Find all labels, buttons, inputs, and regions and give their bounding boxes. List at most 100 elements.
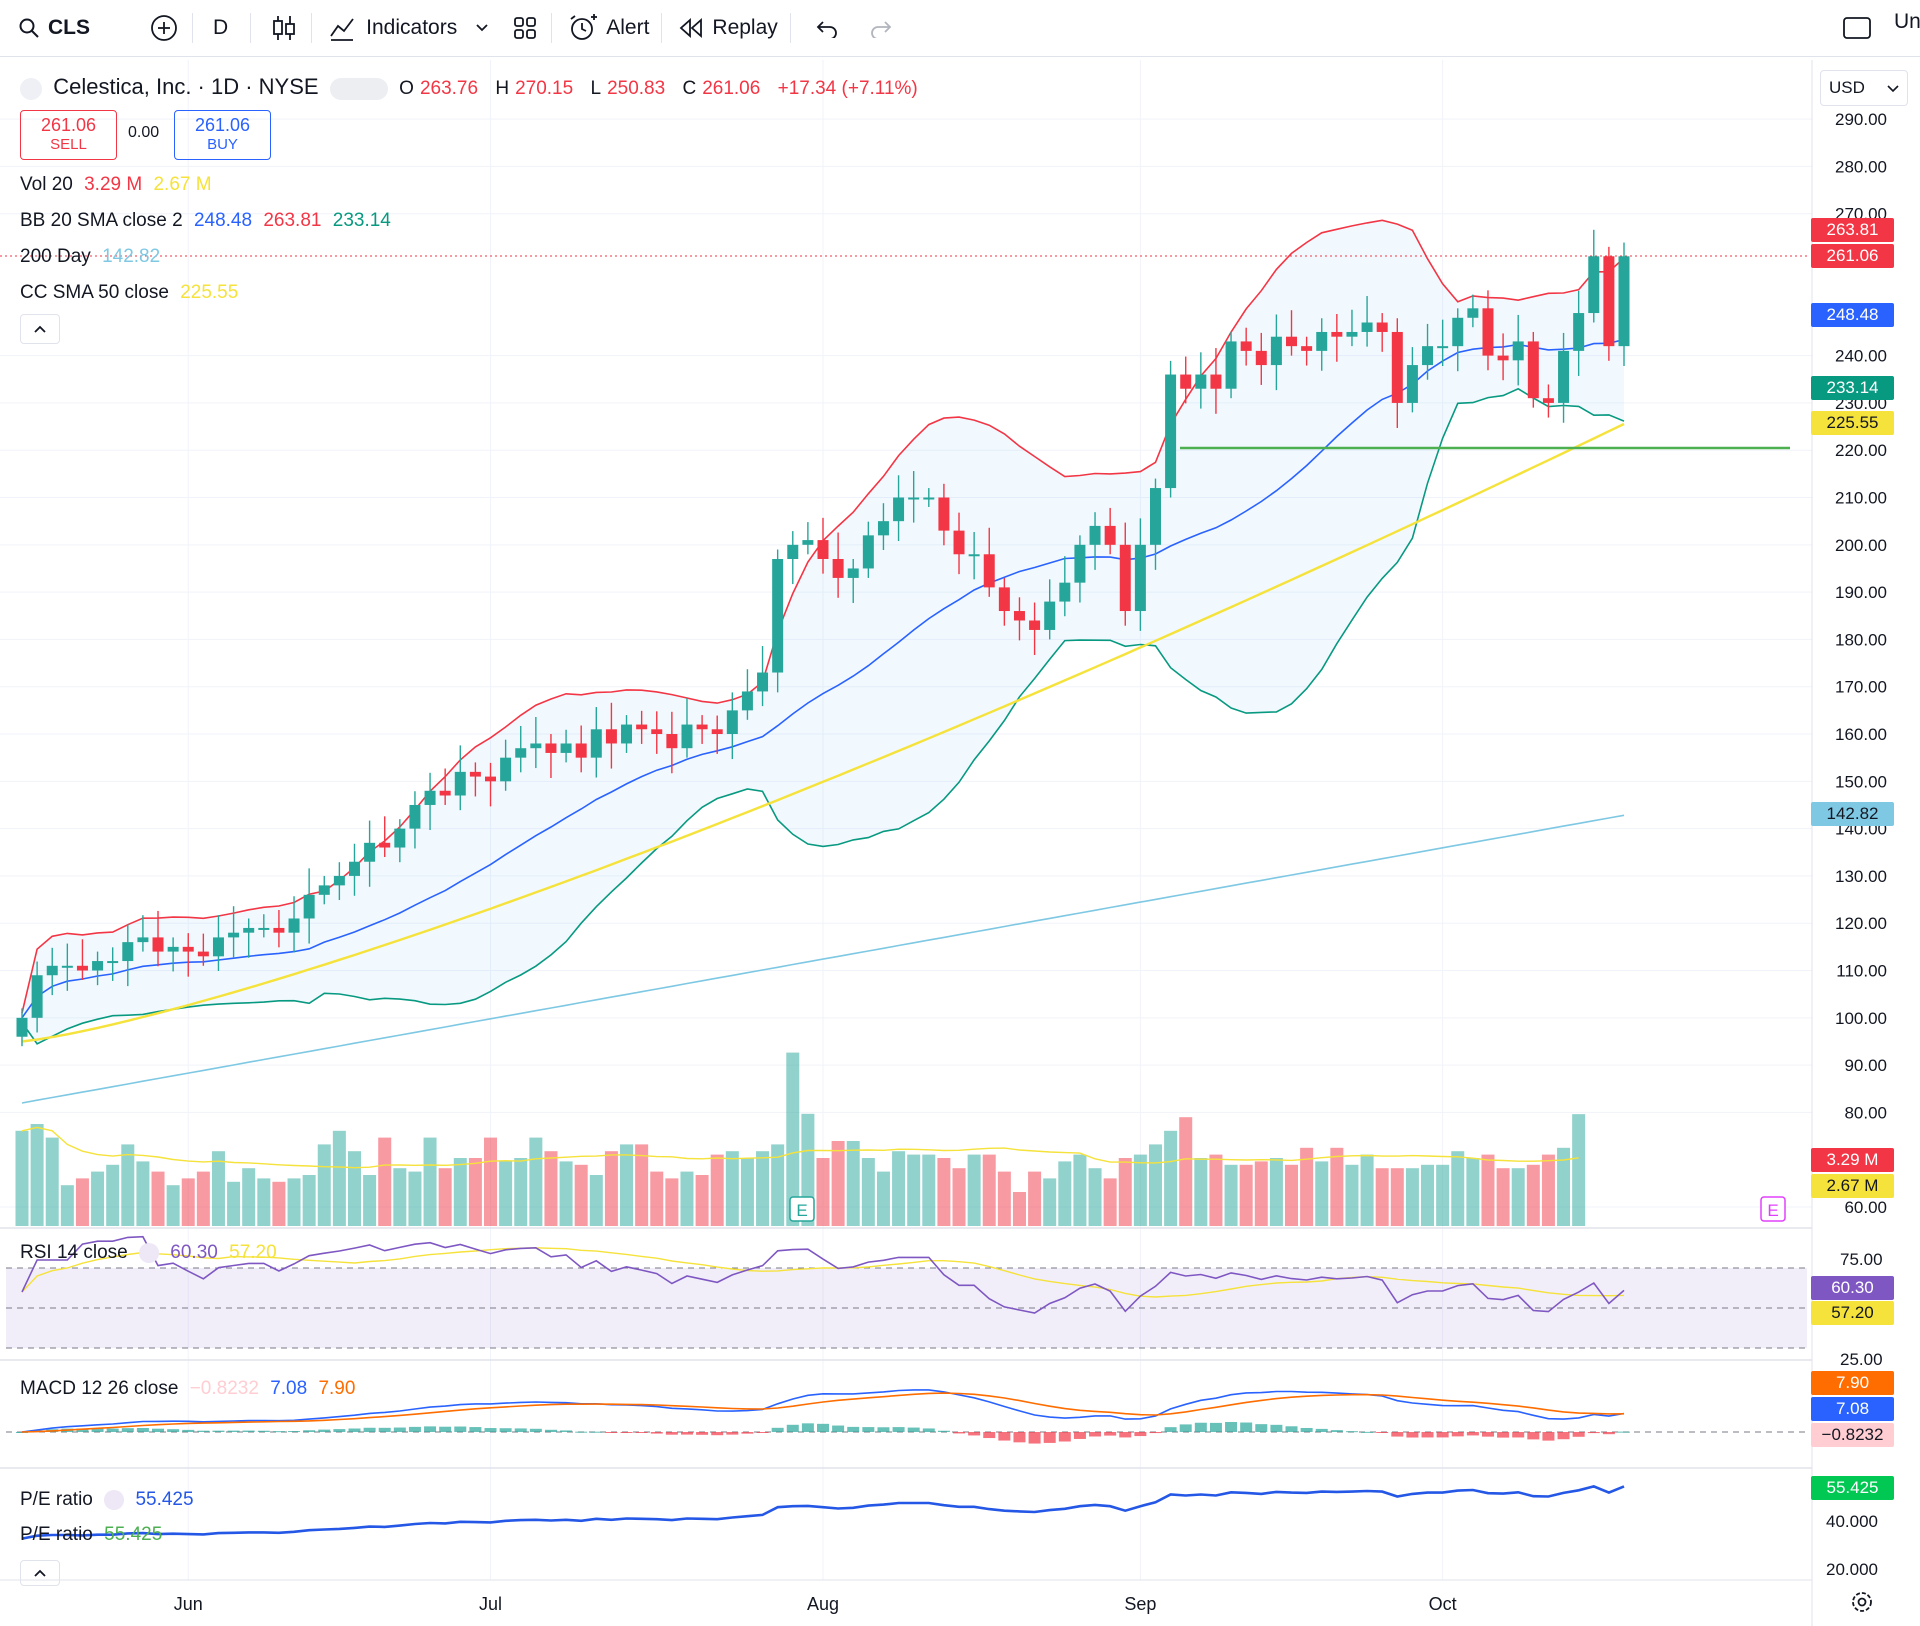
bb-upper-value: 263.81 <box>263 210 322 231</box>
macd-histogram-bar <box>469 1427 482 1432</box>
price-chart[interactable]: E E 290.00280.00270.00240.00230.00220.00… <box>0 60 1920 1626</box>
volume-bar <box>665 1178 679 1226</box>
volume-bar <box>423 1137 437 1226</box>
volume-bar <box>242 1168 256 1226</box>
bb-mid-tag: 248.48 <box>1811 303 1894 327</box>
candle-body <box>303 894 315 919</box>
macd-histogram-bar <box>1542 1432 1555 1441</box>
pe-legend-2[interactable]: P/E ratio 55.425 <box>20 1524 168 1546</box>
candle-body <box>273 927 285 933</box>
volume-bar <box>529 1137 543 1226</box>
volume-bar <box>1043 1178 1057 1226</box>
volume-bar <box>1421 1164 1435 1226</box>
volume-bar <box>1557 1147 1571 1226</box>
fullscreen-button[interactable] <box>1842 0 1872 56</box>
volume-bar <box>1330 1147 1344 1226</box>
volume-bar <box>1436 1164 1450 1226</box>
interval-button[interactable]: D <box>213 0 228 56</box>
buy-button[interactable]: 261.06 BUY <box>174 110 271 160</box>
candle-body <box>485 776 497 782</box>
candle-body <box>1558 350 1570 403</box>
volume-bar <box>620 1144 634 1226</box>
visibility-toggle[interactable] <box>329 77 388 100</box>
candle-body <box>1029 620 1041 630</box>
bb-legend[interactable]: BB 20 SMA close 2 248.48 263.81 233.14 <box>20 210 397 232</box>
chevron-up-icon <box>34 325 46 333</box>
candle-body <box>1346 331 1358 337</box>
earnings-marker-future: E <box>1767 1201 1778 1220</box>
candle-body <box>197 951 209 957</box>
volume-bar <box>91 1171 105 1226</box>
volume-bar <box>1526 1164 1540 1226</box>
volume-label: Vol 20 <box>20 174 73 195</box>
time-tick-label: Aug <box>807 1594 839 1614</box>
indicators-dropdown[interactable] <box>475 0 489 56</box>
symbol-label: CLS <box>48 16 90 39</box>
volume-bar <box>1496 1168 1510 1226</box>
refresh-icon <box>104 1489 125 1510</box>
volume-bar <box>151 1171 165 1226</box>
undo-button[interactable] <box>815 0 839 56</box>
alarm-clock-icon <box>570 14 598 40</box>
candle-body <box>454 771 466 796</box>
ma200-legend[interactable]: 200 Day 142.82 <box>20 246 166 268</box>
candle-body <box>1225 341 1237 389</box>
volume-bar <box>1481 1154 1495 1226</box>
price-tick-label: 90.00 <box>1844 1056 1887 1075</box>
candle-body <box>137 937 149 943</box>
macd-histogram-bar <box>1376 1432 1389 1433</box>
macd-histogram-bar <box>1194 1422 1207 1432</box>
price-tick-label: 110.00 <box>1836 962 1887 981</box>
macd-histogram-bar <box>1134 1432 1147 1437</box>
volume-bar <box>30 1124 44 1226</box>
macd-histogram-bar <box>1315 1428 1328 1432</box>
volume-bar <box>892 1151 906 1226</box>
collapse-pane-button[interactable] <box>20 1560 60 1586</box>
volume-bar <box>347 1151 361 1226</box>
volume-bar <box>604 1151 618 1226</box>
redo-button[interactable] <box>869 0 893 56</box>
volume-legend[interactable]: Vol 20 3.29 M 2.67 M <box>20 174 218 196</box>
bollinger-band-fill <box>22 220 1624 1044</box>
symbol-search[interactable]: CLS <box>18 0 90 56</box>
candle-body <box>469 771 481 777</box>
macd-histogram-bar <box>605 1432 618 1433</box>
candle-body <box>1618 256 1630 347</box>
volume-bar <box>831 1141 845 1226</box>
macd-histogram-bar <box>424 1426 437 1432</box>
candle-body <box>1165 374 1177 489</box>
candle-body <box>938 497 950 531</box>
rsi-line <box>21 1235 1625 1314</box>
price-tick-label: 100.00 <box>1835 1009 1887 1028</box>
price-tick-label: 210.00 <box>1835 489 1887 508</box>
replay-button[interactable]: Replay <box>678 0 778 56</box>
macd-histogram-bar <box>1104 1432 1117 1436</box>
macd-histogram-bar <box>877 1427 890 1432</box>
alert-button[interactable]: Alert <box>568 0 649 56</box>
sma50-legend[interactable]: CC SMA 50 close 225.55 <box>20 282 244 304</box>
volume-bar <box>1118 1158 1132 1226</box>
compare-button[interactable] <box>150 0 178 56</box>
macd-histogram-bar <box>484 1428 497 1432</box>
volume-bar <box>106 1164 120 1226</box>
pe-legend[interactable]: P/E ratio 55.425 <box>20 1489 200 1511</box>
rsi-legend[interactable]: RSI 14 close 60.30 57.20 <box>20 1242 283 1264</box>
macd-histogram-bar <box>620 1432 633 1433</box>
currency-select[interactable]: USD <box>1820 70 1908 106</box>
bb-lower-value: 233.14 <box>332 210 391 231</box>
sell-button[interactable]: 261.06 SELL <box>20 110 117 160</box>
candle-body <box>409 804 421 829</box>
volume-bar <box>468 1158 482 1226</box>
macd-histogram-bar <box>1587 1432 1600 1434</box>
layouts-button[interactable] <box>513 0 537 56</box>
chart-type-button[interactable] <box>271 0 297 56</box>
macd-histogram-bar <box>272 1431 285 1433</box>
volume-bar <box>1073 1154 1087 1226</box>
collapse-legend-button[interactable] <box>20 314 60 344</box>
macd-legend[interactable]: MACD 12 26 close −0.8232 7.08 7.90 <box>20 1378 361 1400</box>
window-icon <box>1843 17 1871 39</box>
indicators-button[interactable]: Indicators <box>328 0 457 56</box>
macd-histogram-bar <box>1149 1432 1162 1434</box>
settings-button[interactable] <box>1850 1590 1874 1619</box>
candle-body <box>968 554 980 557</box>
